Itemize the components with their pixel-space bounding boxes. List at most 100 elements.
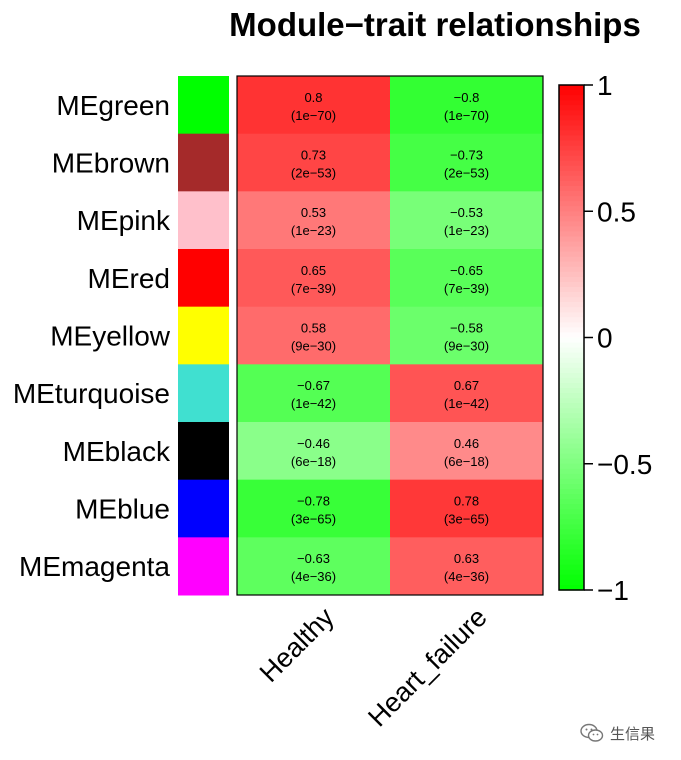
heatmap-cell bbox=[237, 479, 391, 538]
cell-correlation: −0.73 bbox=[450, 148, 483, 163]
cell-pvalue: (2e−53) bbox=[291, 166, 336, 181]
colorbar-segment bbox=[559, 428, 584, 435]
cell-pvalue: (6e−18) bbox=[291, 454, 336, 469]
colorbar-segment bbox=[559, 130, 584, 137]
cell-pvalue: (3e−65) bbox=[291, 512, 336, 527]
module-color-swatch bbox=[178, 306, 229, 365]
cell-correlation: 0.67 bbox=[454, 378, 479, 393]
colorbar-segment bbox=[559, 347, 584, 354]
colorbar-segment bbox=[559, 312, 584, 318]
module-color-swatch bbox=[178, 364, 229, 423]
colorbar-segment bbox=[559, 100, 584, 106]
row-label: MEblue bbox=[75, 494, 170, 525]
colorbar-segment bbox=[559, 120, 584, 126]
colorbar-segment bbox=[559, 504, 584, 510]
colorbar-segment bbox=[559, 539, 584, 546]
heatmap-cell bbox=[390, 249, 544, 308]
colorbar-segment bbox=[559, 584, 584, 591]
heatmap-cell bbox=[237, 306, 391, 365]
colorbar-segment bbox=[559, 155, 584, 162]
colorbar-segment bbox=[559, 342, 584, 349]
heatmap-cell bbox=[237, 249, 391, 308]
column-label: Healthy bbox=[254, 602, 340, 688]
colorbar-segment bbox=[559, 569, 584, 576]
cell-correlation: 0.8 bbox=[304, 90, 322, 105]
row-label: MEred bbox=[88, 263, 170, 294]
colorbar-segment bbox=[559, 307, 584, 313]
column-label: Heart_failure bbox=[362, 602, 493, 733]
wechat-icon bbox=[580, 723, 604, 742]
colorbar-segment bbox=[559, 377, 584, 384]
cell-pvalue: (7e−39) bbox=[291, 281, 336, 296]
colorbar-segment bbox=[559, 281, 584, 288]
chart-title: Module−trait relationships bbox=[229, 6, 641, 43]
cell-correlation: −0.67 bbox=[297, 378, 330, 393]
colorbar-segment bbox=[559, 216, 584, 222]
colorbar-segment bbox=[559, 226, 584, 233]
colorbar-segment bbox=[559, 211, 584, 217]
colorbar-segment bbox=[559, 478, 584, 485]
colorbar-segment bbox=[559, 322, 584, 328]
cell-correlation: 0.46 bbox=[454, 436, 479, 451]
module-color-swatch bbox=[178, 537, 229, 596]
cell-pvalue: (9e−30) bbox=[291, 339, 336, 354]
cell-pvalue: (2e−53) bbox=[444, 166, 489, 181]
cell-correlation: −0.63 bbox=[297, 551, 330, 566]
cell-correlation: 0.58 bbox=[301, 321, 326, 336]
colorbar-tick-label: −1 bbox=[597, 575, 629, 606]
colorbar-segment bbox=[559, 246, 584, 253]
heatmap-cell bbox=[390, 364, 544, 423]
row-label: MEturquoise bbox=[13, 378, 170, 409]
heatmap-cell bbox=[390, 306, 544, 365]
row-labels: MEgreen MEbrown MEpink MEred MEyellow MEturqu… bbox=[13, 90, 171, 582]
colorbar-tick-label: −0.5 bbox=[597, 449, 652, 480]
cell-correlation: 0.78 bbox=[454, 494, 479, 509]
heatmap-border bbox=[236, 75, 544, 596]
colorbar-segment bbox=[559, 463, 584, 470]
colorbar-segment bbox=[559, 125, 584, 132]
colorbar-segment bbox=[559, 206, 584, 212]
colorbar-segment bbox=[559, 489, 584, 495]
colorbar-segment bbox=[559, 196, 584, 202]
colorbar-segment bbox=[559, 186, 584, 192]
watermark-text: 生信果 bbox=[610, 724, 656, 743]
cell-correlation: −0.78 bbox=[297, 494, 330, 509]
heatmap-cell bbox=[390, 479, 544, 538]
module-color-swatch bbox=[178, 191, 229, 250]
colorbar-segment bbox=[559, 564, 584, 571]
row-label: MEyellow bbox=[50, 321, 171, 352]
colorbar-segment bbox=[559, 140, 584, 147]
colorbar-segment bbox=[559, 509, 584, 515]
module-color-swatch bbox=[178, 422, 229, 481]
colorbar-segment bbox=[559, 287, 584, 293]
colorbar-segment bbox=[559, 372, 584, 379]
heatmap-cell bbox=[237, 76, 391, 135]
row-label: MEblack bbox=[63, 436, 171, 467]
colorbar-segment bbox=[559, 574, 584, 581]
colorbar-segment bbox=[559, 403, 584, 409]
colorbar-segment bbox=[559, 367, 584, 374]
colorbar-segment bbox=[559, 170, 584, 177]
colorbar-segment bbox=[559, 382, 584, 389]
colorbar-segment bbox=[559, 175, 584, 182]
cell-pvalue: (1e−70) bbox=[291, 108, 336, 123]
colorbar-segment bbox=[559, 549, 584, 556]
colorbar-segment bbox=[559, 559, 584, 566]
cell-pvalue: (3e−65) bbox=[444, 512, 489, 527]
cell-correlation: 0.65 bbox=[301, 263, 326, 278]
colorbar-segment bbox=[559, 524, 584, 530]
colorbar-segment bbox=[559, 135, 584, 142]
colorbar-segment bbox=[559, 90, 584, 96]
colorbar-segment bbox=[559, 423, 584, 429]
colorbar-segment bbox=[559, 180, 584, 187]
heatmap-cells: 0.8 (1e−70) −0.8 (1e−70) 0.73 (2e−53) −0.73 (2e… bbox=[237, 76, 544, 596]
cell-correlation: −0.53 bbox=[450, 205, 483, 220]
colorbar-segment bbox=[559, 579, 584, 586]
colorbar-segment bbox=[559, 362, 584, 369]
row-label: MEmagenta bbox=[19, 551, 170, 582]
row-label: MEpink bbox=[77, 205, 171, 236]
colorbar-segment bbox=[559, 276, 584, 283]
colorbar-segment bbox=[559, 483, 584, 490]
cell-pvalue: (1e−70) bbox=[444, 108, 489, 123]
heatmap-cell bbox=[390, 133, 544, 192]
